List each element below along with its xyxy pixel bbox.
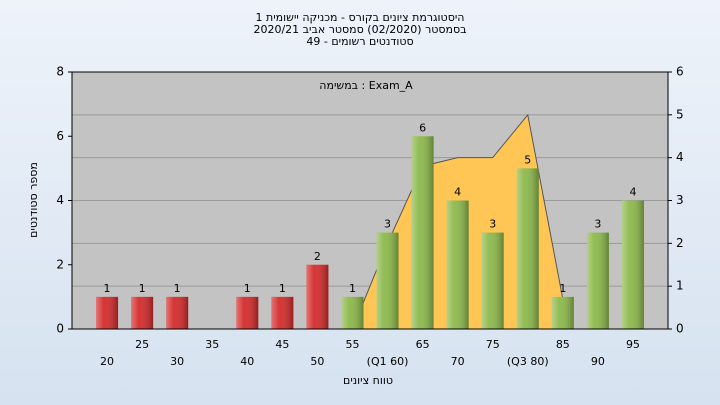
value-label: 1 bbox=[104, 282, 111, 295]
y2-tick-label: 2 bbox=[676, 236, 684, 250]
chart-title: סטודנטים רשומים - 49 bbox=[306, 35, 413, 48]
x-tick-label: 65 bbox=[416, 338, 430, 351]
bar-shade bbox=[166, 296, 189, 329]
x-tick-label: 40 bbox=[240, 355, 254, 368]
y2-tick-label: 4 bbox=[676, 150, 684, 164]
x-tick-label: 45 bbox=[275, 338, 289, 351]
x-tick-label: 25 bbox=[135, 338, 149, 351]
bar-shade bbox=[341, 296, 364, 329]
chart-title: היסטוגרמת ציונים בקורס - מכניקה יישומית … bbox=[256, 11, 465, 24]
x-tick-label: 75 bbox=[486, 338, 500, 351]
y-tick-label: 4 bbox=[56, 193, 64, 207]
value-label: 6 bbox=[419, 121, 426, 134]
value-label: 4 bbox=[629, 186, 636, 199]
bar-shade bbox=[131, 296, 154, 329]
bar-shade bbox=[446, 200, 469, 329]
x-tick-label: 50 bbox=[310, 355, 324, 368]
value-label: 1 bbox=[349, 282, 356, 295]
plot-border bbox=[71, 71, 669, 330]
bar-shade bbox=[586, 232, 609, 329]
value-label: 3 bbox=[594, 218, 601, 231]
x-tick-label: (Q3 80) bbox=[507, 355, 549, 368]
y-tick-label: 8 bbox=[56, 65, 64, 79]
bar-shade bbox=[376, 232, 399, 329]
y-axis-label: מספר סטודנטים bbox=[27, 162, 40, 238]
value-label: 4 bbox=[454, 186, 461, 199]
value-label: 1 bbox=[174, 282, 181, 295]
value-label: 1 bbox=[244, 282, 251, 295]
value-label: 2 bbox=[314, 250, 321, 263]
bar-shade bbox=[481, 232, 504, 329]
y-tick-label: 6 bbox=[56, 129, 64, 143]
value-label: 5 bbox=[524, 153, 531, 166]
y-tick-label: 2 bbox=[56, 257, 64, 271]
value-label: 1 bbox=[139, 282, 146, 295]
y2-tick-label: 1 bbox=[676, 279, 684, 293]
x-tick-label: 90 bbox=[591, 355, 605, 368]
x-tick-label: 35 bbox=[205, 338, 219, 351]
bar-shade bbox=[236, 296, 259, 329]
bar-shade bbox=[551, 296, 574, 329]
value-label: 1 bbox=[559, 282, 566, 295]
x-axis-label: טווח ציונים bbox=[343, 374, 393, 387]
value-label: 3 bbox=[384, 218, 391, 231]
y-tick-label: 0 bbox=[56, 322, 64, 336]
bar-shade bbox=[516, 168, 539, 329]
x-tick-label: (Q1 60) bbox=[367, 355, 409, 368]
x-tick-label: 70 bbox=[451, 355, 465, 368]
x-tick-label: 85 bbox=[556, 338, 570, 351]
bar-shade bbox=[411, 136, 434, 329]
x-tick-label: 95 bbox=[626, 338, 640, 351]
y2-tick-label: 3 bbox=[676, 193, 684, 207]
x-tick-label: 30 bbox=[170, 355, 184, 368]
value-label: 1 bbox=[279, 282, 286, 295]
bar-shade bbox=[96, 296, 119, 329]
chart-title: בסמסטר (02/2020) סמסטר אביב 2020/21 bbox=[253, 23, 466, 36]
bar-shade bbox=[271, 296, 294, 329]
value-label: 3 bbox=[489, 218, 496, 231]
y2-tick-label: 0 bbox=[676, 322, 684, 336]
annotation: במשימה : Exam_A bbox=[319, 79, 413, 92]
bar-shade bbox=[306, 264, 329, 329]
y2-tick-label: 6 bbox=[676, 65, 684, 79]
x-tick-label: 20 bbox=[100, 355, 114, 368]
bar-shade bbox=[621, 200, 644, 329]
y2-tick-label: 5 bbox=[676, 107, 684, 121]
x-tick-label: 55 bbox=[345, 338, 359, 351]
